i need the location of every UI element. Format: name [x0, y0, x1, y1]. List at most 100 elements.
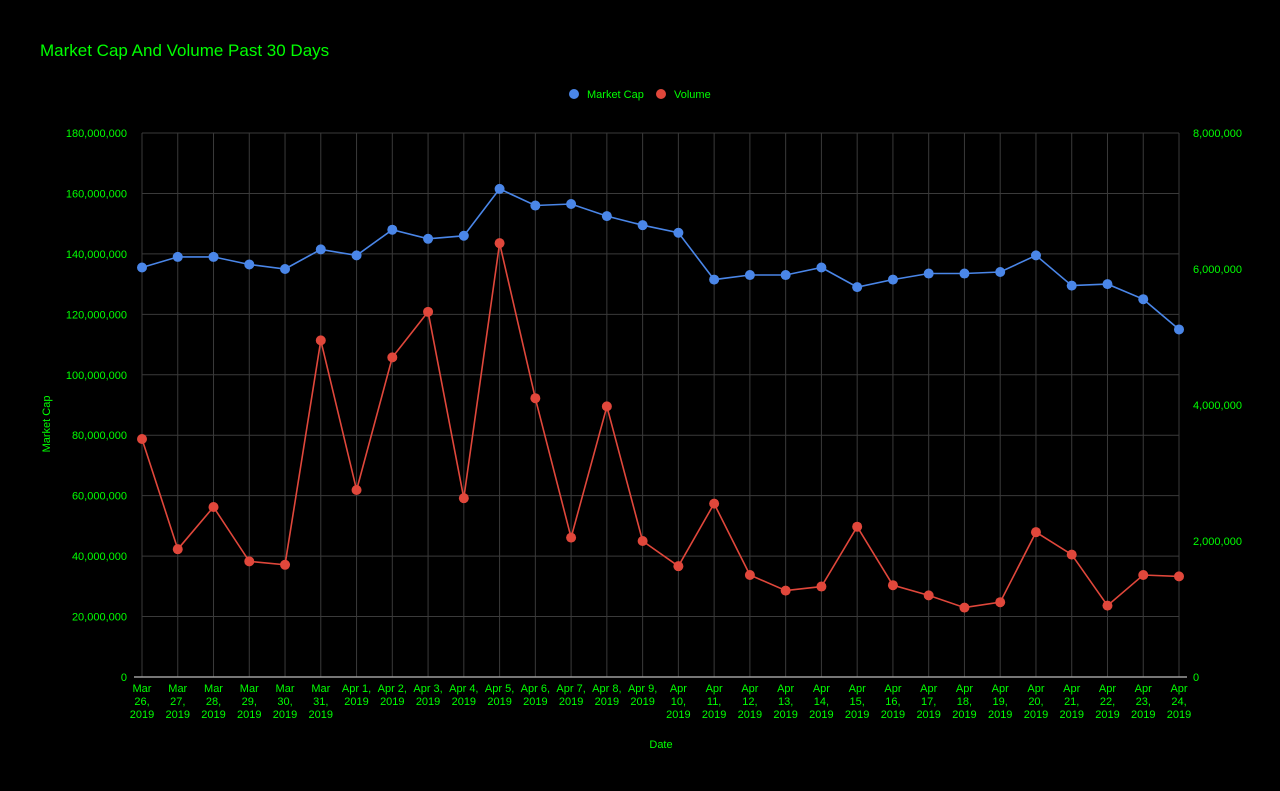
x-tick-label: Mar 31, 2019 [309, 683, 333, 721]
legend-marker-volume [656, 89, 666, 99]
x-tick-label: Apr 9, 2019 [628, 683, 657, 708]
y-tick-label-right: 8,000,000 [1193, 128, 1242, 140]
data-point-market-cap [1138, 294, 1149, 305]
data-point-volume [280, 559, 291, 570]
y-tick-label-left: 140,000,000 [66, 249, 127, 261]
y-axis-left: 0 20,000,000 40,000,000 60,000,000 80,000,00… [66, 128, 127, 684]
legend-label-market-cap: Market Cap [587, 89, 644, 101]
data-point-market-cap [244, 259, 255, 270]
x-tick-label: Apr 1, 2019 [342, 683, 371, 708]
data-point-volume [887, 580, 898, 591]
data-point-volume [315, 335, 326, 346]
x-tick-label: Mar 26, 2019 [130, 683, 154, 721]
x-tick-label: Mar 28, 2019 [201, 683, 225, 721]
data-point-volume [208, 502, 219, 512]
x-tick-label: Apr 20, 2019 [1024, 683, 1048, 721]
series-market-cap [137, 183, 1184, 335]
y-tick-label-left: 120,000,000 [66, 309, 127, 321]
data-point-market-cap [959, 268, 970, 279]
series-line-volume [141, 243, 1180, 609]
data-point-market-cap [566, 199, 577, 210]
x-tick-label: Apr 18, 2019 [952, 683, 976, 721]
x-tick-label: Apr 10, 2019 [666, 683, 690, 721]
x-tick-label: Apr 12, 2019 [738, 683, 762, 721]
x-tick-label: Mar 30, 2019 [273, 683, 297, 721]
y-tick-label-right: 6,000,000 [1193, 264, 1242, 276]
data-point-market-cap [816, 262, 827, 273]
data-point-market-cap [315, 244, 326, 255]
y-tick-label-left: 80,000,000 [72, 430, 127, 442]
data-point-market-cap [923, 268, 934, 279]
y-tick-label-left: 100,000,000 [66, 370, 127, 382]
data-point-market-cap [673, 227, 684, 238]
data-point-volume [387, 352, 398, 363]
data-point-volume [1138, 570, 1149, 580]
data-point-volume [959, 602, 970, 613]
x-tick-label: Mar 29, 2019 [237, 683, 261, 721]
data-point-market-cap [887, 274, 898, 285]
x-tick-label: Apr 21, 2019 [1059, 683, 1083, 721]
data-point-market-cap [601, 211, 612, 222]
data-point-volume [637, 536, 648, 546]
y-axis-right: 0 2,000,000 4,000,000 6,000,000 8,000,000 [1193, 128, 1242, 684]
data-point-volume [494, 238, 505, 249]
y-tick-label-left: 40,000,000 [72, 551, 127, 563]
data-point-volume [780, 585, 791, 596]
data-point-volume [744, 570, 755, 580]
data-point-market-cap [351, 250, 362, 261]
x-tick-label: Apr 8, 2019 [592, 683, 621, 708]
data-point-volume [172, 544, 183, 555]
series-line-market-cap [141, 187, 1180, 331]
data-point-volume [601, 401, 612, 412]
x-axis-title: Date [649, 739, 672, 751]
x-tick-label: Apr 6, 2019 [521, 683, 550, 708]
y-tick-label-left: 0 [121, 672, 127, 684]
data-point-market-cap [1174, 324, 1184, 335]
x-tick-label: Apr 7, 2019 [556, 683, 585, 708]
data-point-volume [995, 597, 1006, 608]
data-point-market-cap [1030, 250, 1041, 261]
data-point-market-cap [494, 183, 505, 194]
data-point-volume [816, 581, 827, 592]
data-point-volume [423, 306, 434, 317]
data-point-volume [351, 485, 362, 495]
x-tick-label: Apr 11, 2019 [702, 683, 726, 721]
x-tick-label: Mar 27, 2019 [166, 683, 190, 721]
data-point-volume [458, 493, 469, 504]
x-tick-label: Apr 4, 2019 [449, 683, 478, 708]
data-point-volume [673, 561, 684, 572]
legend: Market Cap Volume [569, 89, 711, 101]
data-point-market-cap [852, 282, 863, 293]
x-tick-label: Apr 2, 2019 [378, 683, 407, 708]
data-point-market-cap [637, 220, 648, 231]
x-tick-label: Apr 3, 2019 [413, 683, 442, 708]
x-tick-label: Apr 24, 2019 [1167, 683, 1191, 721]
data-point-volume [1102, 600, 1113, 611]
data-point-volume [923, 590, 934, 601]
x-tick-label: Apr 23, 2019 [1131, 683, 1155, 721]
x-tick-label: Apr 19, 2019 [988, 683, 1012, 721]
data-point-market-cap [995, 267, 1006, 278]
data-point-volume [852, 521, 863, 532]
x-tick-label: Apr 5, 2019 [485, 683, 514, 708]
x-tick-label: Apr 22, 2019 [1095, 683, 1119, 721]
x-tick-label: Apr 17, 2019 [916, 683, 940, 721]
legend-label-volume: Volume [674, 89, 711, 101]
data-point-market-cap [530, 200, 541, 211]
data-point-market-cap [172, 251, 183, 262]
data-point-market-cap [780, 270, 791, 281]
data-point-volume [530, 393, 541, 404]
data-point-market-cap [744, 270, 755, 281]
x-axis: Mar 26, 2019 Mar 27, 2019 Mar 28, 2019 Mar 29, 2019… [130, 683, 1191, 721]
y-tick-label-left: 60,000,000 [72, 491, 127, 503]
y-tick-label-right: 4,000,000 [1193, 400, 1242, 412]
data-point-volume [137, 434, 147, 444]
data-point-market-cap [387, 224, 398, 235]
y-tick-label-left: 180,000,000 [66, 128, 127, 140]
data-point-market-cap [423, 233, 434, 244]
x-tick-label: Apr 14, 2019 [809, 683, 833, 721]
data-point-market-cap [137, 262, 147, 273]
data-point-volume [1066, 549, 1077, 560]
x-tick-label: Apr 16, 2019 [881, 683, 905, 721]
y-axis-title: Market Cap [41, 396, 53, 453]
